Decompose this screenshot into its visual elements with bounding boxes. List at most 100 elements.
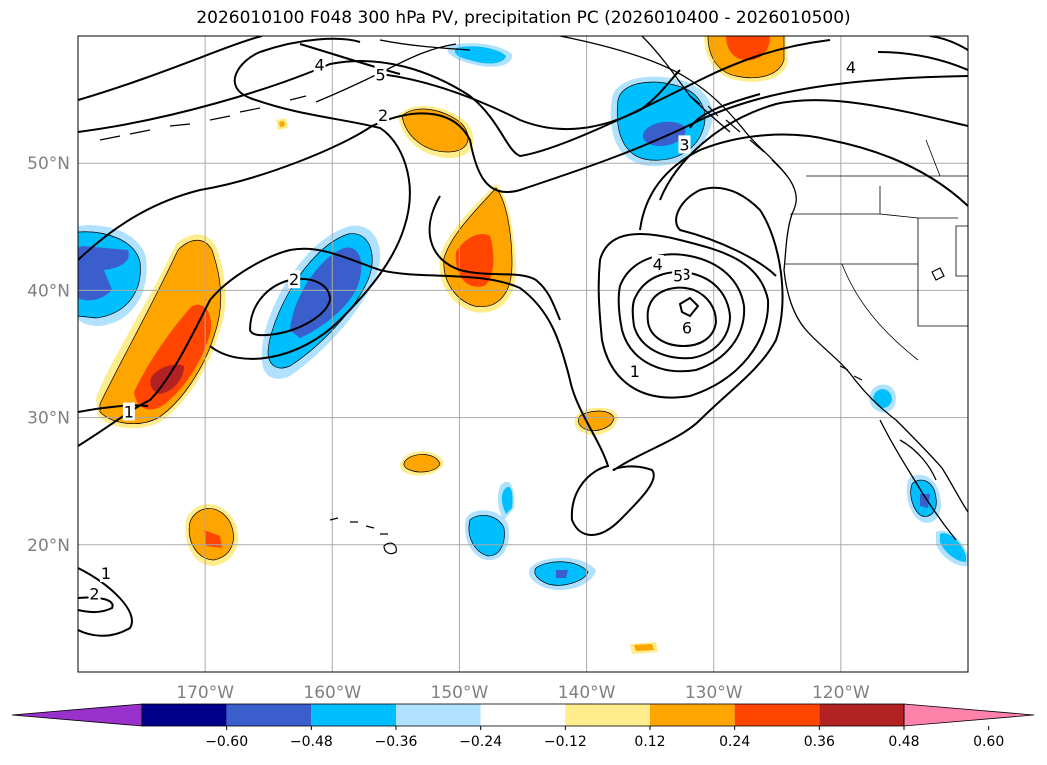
pv-contour-line — [78, 36, 263, 101]
pv-contour-label: 1 — [101, 564, 111, 583]
contour-label-bg — [99, 564, 112, 583]
colorbar-segment — [480, 704, 566, 726]
baja-coastline — [879, 419, 957, 541]
pv-contour-label: 1 — [124, 403, 134, 422]
longitude-tick-label: 120°W — [812, 683, 870, 703]
colorbar-tick-label: 0.60 — [973, 734, 1004, 750]
pv-contour-label: 4 — [846, 58, 856, 77]
colorbar-tick-label: −0.24 — [459, 734, 502, 750]
pv-contour-line — [379, 69, 681, 131]
alaska-coastline — [379, 39, 471, 51]
pv-contour-label: 2 — [378, 106, 388, 125]
colorbar-tick-label: 0.12 — [634, 734, 665, 750]
contour-label-bg — [377, 106, 390, 125]
state-border — [790, 186, 881, 215]
precip-outline — [468, 514, 505, 557]
aleutian-islands — [99, 95, 307, 141]
north-america-coastline — [559, 36, 968, 513]
precip-positive-area — [204, 530, 222, 548]
pv-contour-line — [678, 296, 700, 318]
contour-label-bg — [122, 402, 135, 421]
precip-negative-area — [940, 533, 966, 562]
precip-negative-area — [501, 486, 513, 514]
colorbar-segment — [734, 704, 820, 726]
precip-positive-area — [100, 240, 221, 424]
contour-label-bg — [628, 361, 641, 380]
pv-contour-label: 5 — [673, 266, 683, 285]
longitude-tick-label: 140°W — [558, 683, 616, 703]
colorbar-segment — [311, 704, 396, 726]
colorbar-segment — [396, 704, 481, 726]
state-border — [841, 263, 919, 361]
colorbar-tick-label: 0.48 — [888, 734, 919, 750]
longitude-tick-label: 170°W — [176, 683, 234, 703]
colorbar: −0.60 −0.48 −0.36 −0.24 −0.12 0.12 0.24 0.36 0.4… — [11, 703, 1035, 750]
precip-outline — [534, 561, 589, 586]
pv-contour-line — [689, 93, 761, 129]
pv-contour-label: 4 — [314, 55, 324, 74]
political-border-layer — [784, 139, 968, 361]
contour-label-bg — [313, 55, 326, 74]
latitude-tick-label: 30°N — [27, 409, 70, 429]
colorbar-segment — [142, 704, 227, 726]
colorbar-tick-label: −0.36 — [375, 734, 418, 750]
colorbar-tick-label: −0.60 — [205, 734, 248, 750]
pv-contour-line — [78, 75, 968, 261]
latitude-tick-label: 40°N — [27, 281, 70, 301]
colorbar-extend-high — [903, 703, 1035, 727]
precip-outline — [188, 508, 234, 561]
contour-label-bg — [678, 135, 691, 154]
precip-outline — [401, 108, 469, 153]
alaska-coastline — [641, 36, 731, 133]
contour-label-bg — [288, 270, 301, 289]
pv-contour-line — [248, 278, 332, 337]
island-layer — [99, 95, 945, 555]
island-bermuda-like — [931, 267, 945, 281]
pv-contour-line — [78, 186, 784, 536]
contour-label-bg — [672, 266, 685, 285]
north-america-coastline — [899, 439, 937, 481]
pv-contour-label: 1 — [630, 362, 640, 381]
pv-contour-line — [78, 39, 831, 158]
colorbar-extend-low — [11, 703, 143, 727]
precip-positive-area — [279, 121, 285, 127]
state-border — [925, 139, 941, 177]
precip-outline — [578, 410, 615, 431]
contour-label-bg — [88, 584, 101, 603]
pv-contour-line — [646, 286, 718, 348]
latitude-tick-label: 50°N — [27, 154, 70, 174]
pv-contour-line — [617, 253, 746, 373]
state-border — [784, 218, 919, 265]
precip-positive-area — [634, 644, 654, 651]
precip-negative-area — [290, 247, 362, 338]
state-border — [879, 213, 958, 219]
map-frame — [77, 35, 969, 673]
precip-negative-area — [468, 515, 505, 556]
precip-negative-area — [556, 570, 568, 578]
longitude-labels: 170°W 160°W 150°W 140°W 130°W 120°W — [176, 683, 870, 703]
precip-negative-area — [873, 389, 892, 408]
alaska-islands — [689, 95, 787, 175]
pv-contour-line — [78, 567, 133, 637]
precip-positive-area — [726, 36, 770, 61]
state-border — [955, 225, 968, 277]
colorbar-tick-label: 0.24 — [719, 734, 750, 750]
pv-contour-line — [929, 36, 968, 51]
precip-negative-area — [920, 494, 930, 508]
longitude-tick-label: 130°W — [685, 683, 743, 703]
precip-negative-area — [454, 46, 506, 64]
precip-positive-area — [578, 411, 614, 431]
california-islands — [839, 365, 863, 381]
contour-label-bg — [681, 318, 694, 337]
colorbar-tick-label: 0.36 — [804, 734, 835, 750]
colorbar-tick-label: −0.12 — [544, 734, 587, 750]
precip-outline — [707, 36, 785, 79]
pv-contour-label: 3 — [679, 135, 689, 154]
longitude-tick-label: 160°W — [303, 683, 361, 703]
contour-label-bg — [374, 65, 387, 84]
precip-positive-area — [403, 454, 440, 472]
pv-contour-line — [78, 404, 149, 413]
alaska-peninsula-coastline — [315, 43, 457, 103]
precip-outline — [78, 231, 141, 319]
